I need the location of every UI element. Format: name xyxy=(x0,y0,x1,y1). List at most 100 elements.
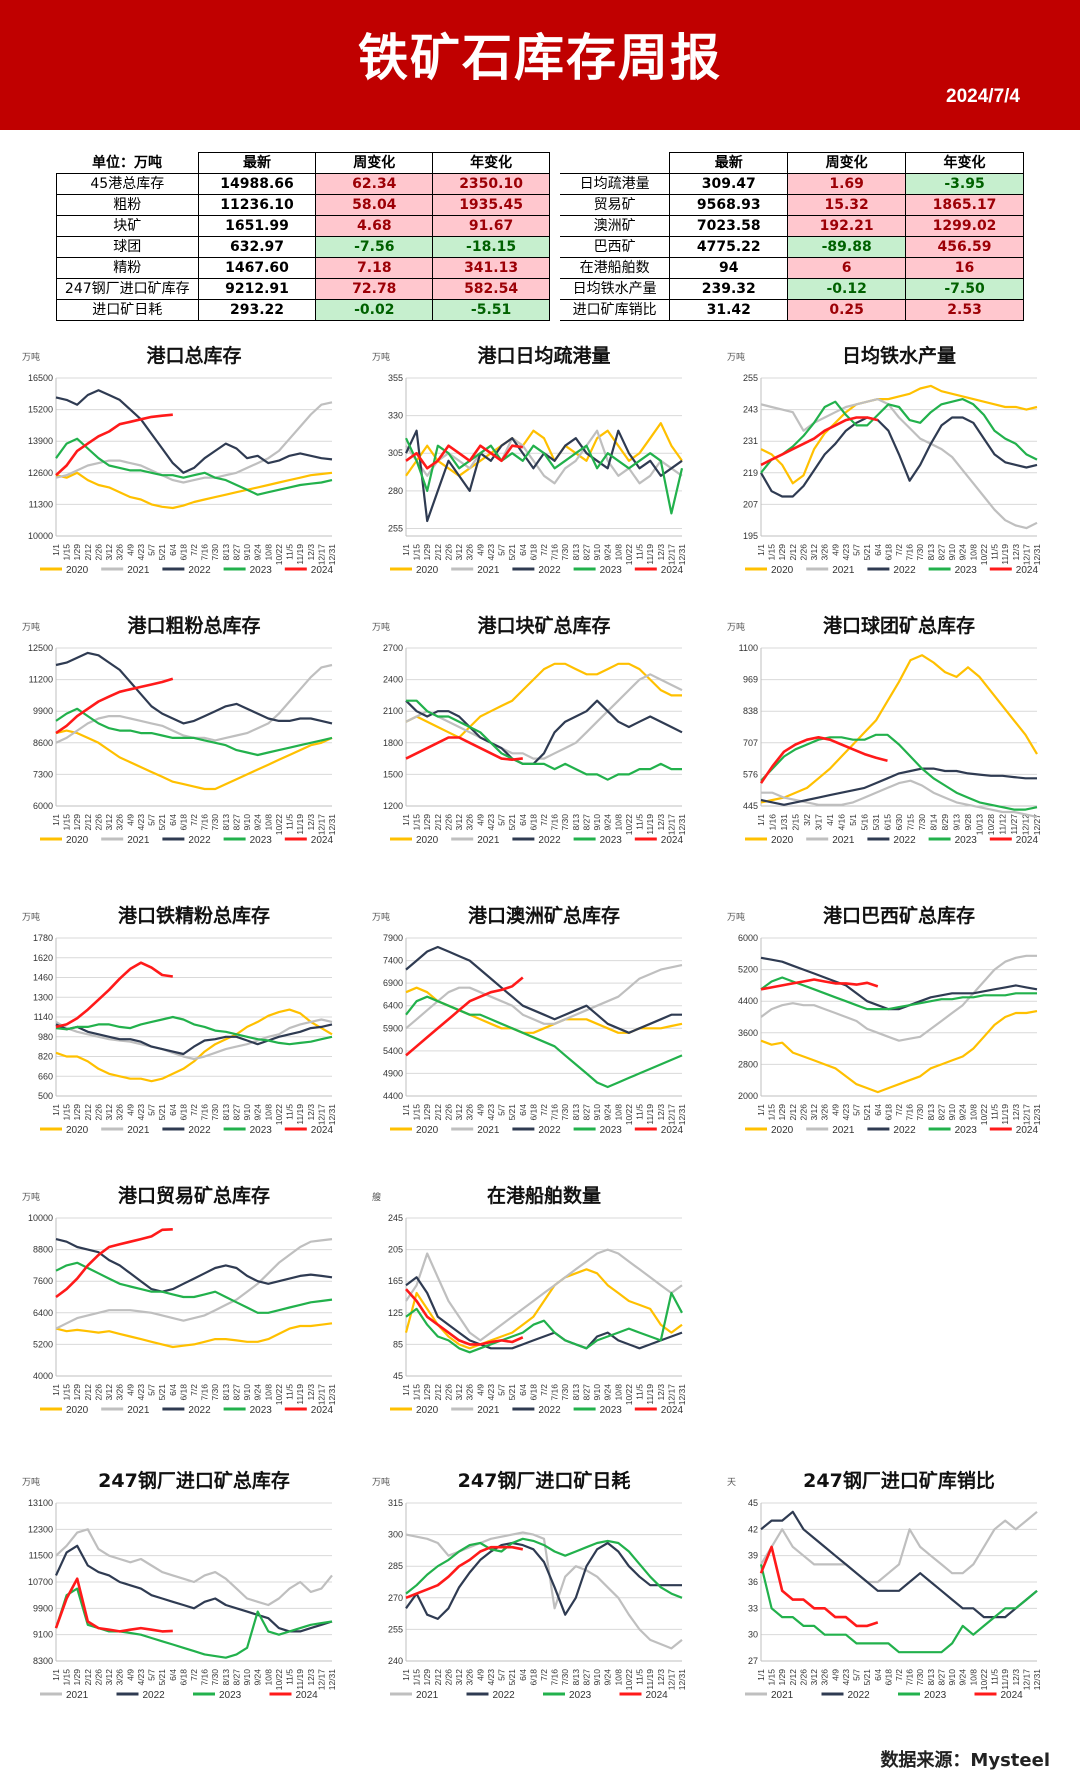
series-line-2022 xyxy=(405,1276,683,1350)
x-tick-label: 7/15 xyxy=(906,814,916,831)
series-line-2021 xyxy=(55,1528,333,1607)
x-tick-label: 10/8 xyxy=(613,544,623,561)
x-tick-label: 10/8 xyxy=(968,544,978,561)
y-tick-label: 445 xyxy=(743,801,758,811)
chart-panel: 日均铁水产量 万吨 255 243 231 219 207 195 1/1 1/15 1/29 2/1… xyxy=(725,340,1045,600)
x-tick-label: 11/5 xyxy=(285,1669,295,1685)
x-tick-label: 12/17 xyxy=(316,1104,326,1126)
x-tick-label: 11/5 xyxy=(285,814,295,830)
x-tick-label: 4/23 xyxy=(486,1384,496,1401)
summary-row: 贸易矿 9568.93 15.32 1865.17 xyxy=(560,194,1024,216)
x-tick-label: 3/17 xyxy=(814,814,824,831)
legend-label: 2020 xyxy=(416,1405,439,1416)
summary-row: 在港船舶数 94 6 16 xyxy=(560,257,1024,279)
report-date: 2024/7/4 xyxy=(946,86,1020,107)
legend-label: 2021 xyxy=(477,1125,500,1136)
x-tick-label: 5/21 xyxy=(862,1104,872,1121)
y-tick-label: 13900 xyxy=(28,436,53,446)
series-line-2021 xyxy=(55,663,333,744)
x-tick-label: 10/22 xyxy=(979,1104,989,1126)
row-name: 进口矿库销比 xyxy=(560,299,671,321)
x-tick-label: 2/12 xyxy=(83,1669,93,1686)
series-line-2022 xyxy=(405,1541,682,1620)
x-tick-label: 11/5 xyxy=(990,544,1000,560)
y-tick-label: 2800 xyxy=(738,1059,758,1069)
x-tick-label: 12/27 xyxy=(1032,814,1042,836)
x-tick-label: 7/2 xyxy=(189,544,199,556)
x-tick-label: 12/3 xyxy=(306,814,316,831)
x-tick-label: 9/24 xyxy=(253,1669,263,1686)
x-tick-label: 6/18 xyxy=(178,814,188,831)
data-source: 数据来源：Mysteel xyxy=(880,1750,1050,1771)
x-tick-label: 9/24 xyxy=(958,1669,968,1686)
x-tick-label: 1/29 xyxy=(72,1104,82,1121)
x-tick-label: 3/26 xyxy=(820,544,830,561)
chart-panel: 港口巴西矿总库存 万吨 6000 5200 4400 3600 2800 2000 1/1 1/1… xyxy=(725,900,1045,1160)
x-tick-label: 5/7 xyxy=(852,544,862,556)
chart-title: 港口铁精粉总库存 xyxy=(118,904,270,927)
x-tick-label: 1/15 xyxy=(62,1384,72,1401)
x-tick-label: 1/29 xyxy=(422,1104,432,1121)
y-tick-label: 205 xyxy=(388,1245,403,1255)
legend-label: 2022 xyxy=(893,835,916,846)
y-tick-label: 1300 xyxy=(33,992,53,1002)
x-tick-label: 6/18 xyxy=(178,1104,188,1121)
chart-unit: 万吨 xyxy=(727,621,745,633)
x-tick-label: 7/16 xyxy=(200,1104,210,1121)
x-tick-label: 9/24 xyxy=(253,1104,263,1121)
series-line-2024 xyxy=(55,961,173,1029)
x-tick-label: 7/30 xyxy=(560,814,570,831)
legend-label: 2022 xyxy=(538,565,561,576)
x-tick-label: 1/1 xyxy=(756,814,766,826)
y-tick-label: 5200 xyxy=(738,965,758,975)
x-tick-label: 12/17 xyxy=(1021,1669,1031,1691)
series-line-2022 xyxy=(55,1238,333,1293)
x-tick-label: 7/30 xyxy=(210,814,220,831)
series-line-2024 xyxy=(54,1577,173,1633)
series-line-2024 xyxy=(759,736,888,784)
y-tick-label: 42 xyxy=(748,1524,758,1534)
chart-unit: 万吨 xyxy=(372,621,390,633)
legend-label: 2023 xyxy=(600,1405,623,1416)
row-week-change: 7.18 xyxy=(315,257,434,279)
row-week-change: 192.21 xyxy=(787,215,907,237)
x-tick-label: 7/30 xyxy=(915,1104,925,1121)
x-tick-label: 5/7 xyxy=(497,544,507,556)
x-tick-label: 11/5 xyxy=(635,544,645,560)
x-tick-label: 7/30 xyxy=(915,1669,925,1686)
x-tick-label: 2/26 xyxy=(798,544,808,561)
x-tick-label: 1/1 xyxy=(756,544,766,556)
x-tick-label: 3/26 xyxy=(465,1384,475,1401)
x-tick-label: 10/8 xyxy=(968,1104,978,1121)
col-header-year: 年变化 xyxy=(432,152,550,174)
legend-label: 2023 xyxy=(600,565,623,576)
y-tick-label: 6400 xyxy=(33,1308,53,1318)
chart-unit: 万吨 xyxy=(22,621,40,633)
x-tick-label: 7/16 xyxy=(200,544,210,561)
series-line-2022 xyxy=(760,1510,1038,1619)
x-tick-label: 6/4 xyxy=(168,1384,178,1396)
x-tick-label: 5/7 xyxy=(147,544,157,556)
legend-label: 2022 xyxy=(893,565,916,576)
x-tick-label: 1/1 xyxy=(756,1669,766,1681)
x-tick-label: 10/22 xyxy=(624,1669,634,1691)
x-tick-label: 3/12 xyxy=(454,1669,464,1686)
x-tick-label: 8/27 xyxy=(581,814,591,831)
series-line-2021 xyxy=(405,1531,683,1650)
x-tick-label: 11/19 xyxy=(645,544,655,565)
x-tick-label: 8/13 xyxy=(571,1384,581,1401)
row-latest: 9568.93 xyxy=(669,194,789,216)
x-tick-label: 9/10 xyxy=(592,1104,602,1121)
x-tick-label: 8/13 xyxy=(926,1104,936,1121)
x-tick-label: 3/12 xyxy=(454,1384,464,1401)
series-line-2021 xyxy=(55,1018,333,1061)
x-tick-label: 12/31 xyxy=(677,1104,687,1126)
row-year-change: 2350.10 xyxy=(432,173,550,195)
x-tick-label: 3/12 xyxy=(104,1104,114,1121)
y-tick-label: 270 xyxy=(388,1593,403,1603)
y-tick-label: 240 xyxy=(388,1656,403,1666)
x-tick-label: 6/4 xyxy=(873,1104,883,1116)
legend-label: 2022 xyxy=(188,835,211,846)
